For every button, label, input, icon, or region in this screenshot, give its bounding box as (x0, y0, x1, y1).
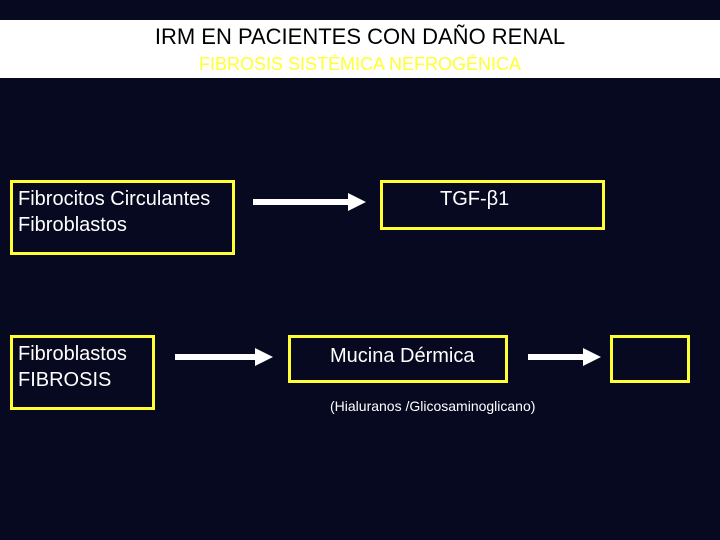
label-fibroblastos-2: FIBROSIS (18, 369, 111, 392)
label-mucina: Mucina Dérmica (330, 345, 474, 368)
arrow-2-line (175, 354, 255, 360)
arrow-2-head-icon (255, 348, 273, 366)
arrow-1-line (253, 199, 348, 205)
arrow-3-line (528, 354, 583, 360)
label-tgf: TGF-β1 (440, 188, 509, 211)
label-fibrocitos-2: Fibroblastos (18, 214, 127, 237)
node-end (610, 335, 690, 383)
label-fibroblastos-1: Fibroblastos (18, 343, 127, 366)
arrow-1-head-icon (348, 193, 366, 211)
arrow-3-head-icon (583, 348, 601, 366)
label-fibrocitos-1: Fibrocitos Circulantes (18, 188, 210, 211)
footnote-hialuranos: (Hialuranos /Glicosaminoglicano) (330, 398, 535, 414)
page-subtitle: FIBROSIS SISTÉMICA NEFROGÉNICA (0, 54, 720, 75)
page-title: IRM EN PACIENTES CON DAÑO RENAL (0, 24, 720, 50)
